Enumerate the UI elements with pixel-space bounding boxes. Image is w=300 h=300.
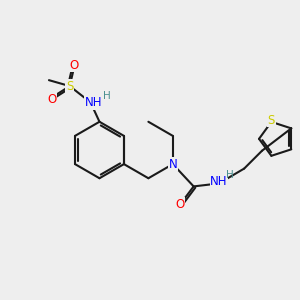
Text: H: H [103,91,111,101]
Text: NH: NH [85,96,102,109]
Text: O: O [176,198,185,211]
Text: NH: NH [210,176,228,188]
Text: N: N [169,158,177,171]
Text: O: O [70,59,79,72]
Text: O: O [47,93,56,106]
Text: S: S [66,80,74,93]
Text: S: S [268,114,275,127]
Text: H: H [226,170,234,180]
